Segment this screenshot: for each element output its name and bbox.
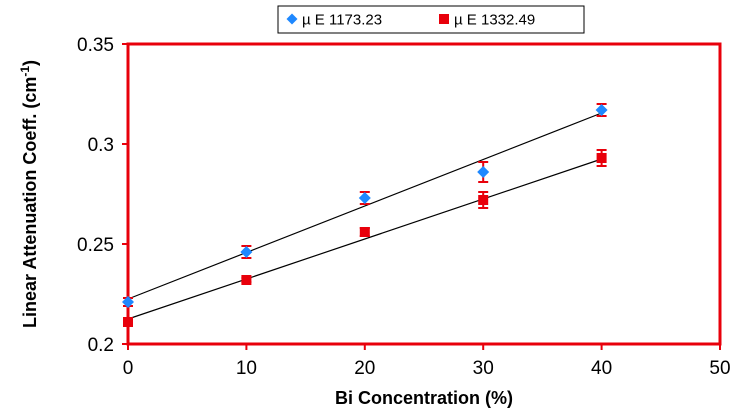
y-tick-label: 0.35 <box>77 35 114 56</box>
axis-ticks: 0 10 20 30 40 50 0.2 0.25 0.3 0.35 <box>77 35 731 379</box>
data-point-square <box>241 275 252 285</box>
y-tick-label: 0.3 <box>88 135 114 156</box>
x-tick-label: 50 <box>709 358 730 379</box>
x-tick-label: 30 <box>473 358 494 379</box>
data-markers <box>122 104 608 327</box>
data-point-diamond <box>358 192 371 204</box>
x-tick-label: 10 <box>236 358 257 379</box>
data-point-square <box>359 227 370 237</box>
y-axis-title: Linear Attenuation Coeff. (cm-1) <box>18 60 40 328</box>
data-point-diamond <box>122 296 134 308</box>
y-tick-label: 0.2 <box>88 335 114 356</box>
x-tick-label: 40 <box>591 358 612 379</box>
trend-line-series-2 <box>127 158 602 320</box>
data-point-square <box>596 153 607 163</box>
y-axis-title-close: ) <box>20 60 40 66</box>
y-axis-title-superscript: -1 <box>18 66 32 77</box>
data-point-diamond <box>595 104 608 116</box>
legend-marker-square <box>439 14 449 24</box>
data-point-square <box>478 195 489 205</box>
x-axis-title: Bi Concentration (%) <box>335 388 513 408</box>
legend: µ E 1173.23 µ E 1332.49 <box>277 5 585 34</box>
trend-lines <box>127 112 602 320</box>
data-point-square <box>123 317 133 327</box>
y-axis-title-main: Linear Attenuation Coeff. (cm <box>20 77 40 328</box>
legend-label-series-1: µ E 1173.23 <box>302 12 382 29</box>
plot-area <box>126 42 722 346</box>
x-tick-label: 20 <box>354 358 375 379</box>
legend-box <box>277 5 585 34</box>
x-tick-label: 0 <box>123 358 134 379</box>
legend-label-series-2: µ E 1332.49 <box>454 12 535 29</box>
data-point-diamond <box>477 166 490 178</box>
data-point-diamond <box>240 246 253 258</box>
y-tick-label: 0.25 <box>77 235 114 256</box>
trend-line-series-1 <box>127 112 602 300</box>
legend-marker-diamond <box>286 13 298 25</box>
